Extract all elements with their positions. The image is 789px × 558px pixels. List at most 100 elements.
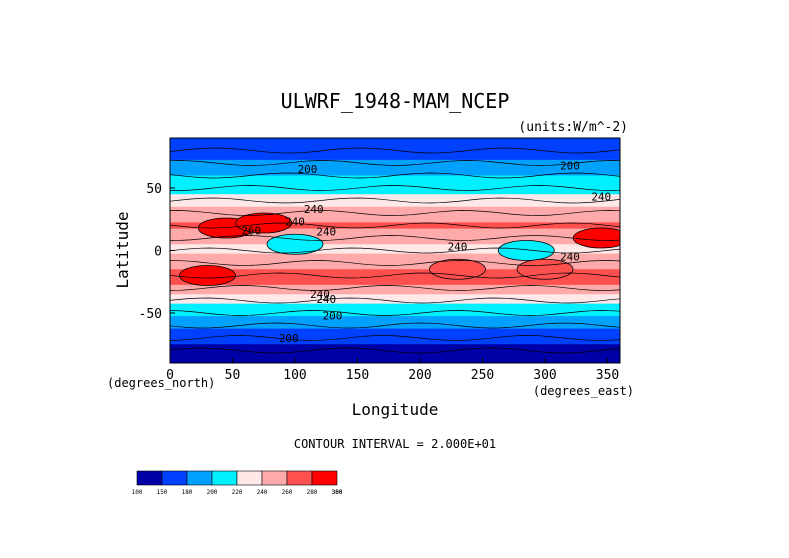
field-band bbox=[170, 269, 620, 273]
field-band bbox=[170, 250, 620, 255]
field-band bbox=[170, 169, 620, 173]
x-tick-label: 350 bbox=[596, 368, 619, 383]
contour-line bbox=[170, 297, 620, 304]
feature-s-pacific bbox=[429, 258, 486, 280]
contour-label: 240 bbox=[304, 203, 324, 216]
colorbar-swatch bbox=[161, 470, 188, 486]
units-label: (units:W/m^-2) bbox=[518, 120, 628, 135]
field-band bbox=[170, 259, 620, 264]
field-band bbox=[170, 353, 620, 358]
colorbar-swatch bbox=[136, 470, 163, 486]
field-band bbox=[170, 300, 620, 305]
field-band bbox=[170, 278, 620, 283]
field-band bbox=[170, 325, 620, 330]
x-tick-label: 200 bbox=[408, 368, 431, 383]
field-band bbox=[170, 334, 620, 339]
field-band bbox=[170, 166, 620, 170]
field-band bbox=[170, 309, 620, 314]
colorbar-swatch bbox=[286, 470, 313, 486]
field-band bbox=[170, 153, 620, 158]
colorbar-label: 300 bbox=[332, 489, 343, 496]
colorbar-label: 100 bbox=[132, 489, 143, 496]
field-band bbox=[170, 206, 620, 211]
y-axis-ticks: -50 0 50 bbox=[139, 182, 175, 322]
x-axis-ticks: 0 50 100 150 200 250 300 350 bbox=[166, 358, 619, 383]
field-band bbox=[170, 194, 620, 198]
x-axis-label: Longitude bbox=[352, 400, 439, 419]
field-band bbox=[170, 263, 620, 267]
colorbar-label: 240 bbox=[257, 489, 268, 496]
contour-label: 200 bbox=[279, 332, 299, 345]
field-band bbox=[170, 241, 620, 245]
field-band bbox=[170, 281, 620, 286]
x-unit-label: (degrees_east) bbox=[533, 384, 634, 398]
field-band bbox=[170, 319, 620, 323]
contour-line bbox=[170, 147, 620, 154]
colorbar-swatch bbox=[211, 470, 238, 486]
field-band bbox=[170, 288, 620, 292]
field-band bbox=[170, 253, 620, 258]
feature-e-atlantic bbox=[572, 227, 620, 249]
field-band bbox=[170, 303, 620, 308]
field-band bbox=[170, 200, 620, 205]
contour-line bbox=[170, 285, 620, 291]
field-band bbox=[170, 344, 620, 348]
field-band bbox=[170, 228, 620, 233]
field-band bbox=[170, 350, 620, 355]
field-band bbox=[170, 316, 620, 320]
field-band bbox=[170, 181, 620, 186]
field-features bbox=[170, 147, 620, 354]
colorbar-label: 260 bbox=[282, 489, 293, 496]
field-band bbox=[170, 234, 620, 239]
field-band bbox=[170, 209, 620, 214]
contour-line bbox=[170, 222, 620, 229]
feature-maritime-continent bbox=[266, 233, 324, 255]
field-band bbox=[170, 331, 620, 336]
contour-label: 240 bbox=[316, 226, 336, 239]
contour-label: 240 bbox=[285, 216, 305, 229]
colorbar-label: 150 bbox=[157, 489, 168, 496]
field-band bbox=[170, 203, 620, 208]
y-axis-label: Latitude bbox=[113, 211, 132, 288]
field-band bbox=[170, 222, 620, 227]
colorbar-swatch bbox=[236, 470, 263, 486]
field-band bbox=[170, 356, 620, 361]
contour-line bbox=[170, 172, 620, 179]
colorbar-swatch bbox=[261, 470, 288, 486]
field-band bbox=[170, 338, 620, 342]
field-band bbox=[170, 328, 620, 333]
x-tick-label: 0 bbox=[166, 368, 174, 383]
field-band bbox=[170, 341, 620, 345]
colorbar-label: 280 bbox=[307, 489, 318, 496]
feature-amazon bbox=[497, 240, 555, 261]
y-tick-label: 50 bbox=[146, 182, 162, 197]
field-band bbox=[170, 175, 620, 180]
contour-line bbox=[170, 185, 620, 191]
field-band bbox=[170, 256, 620, 261]
y-tick-label: -50 bbox=[139, 307, 162, 322]
contour-label: 240 bbox=[310, 288, 330, 301]
field-band bbox=[170, 191, 620, 195]
field-bands bbox=[170, 138, 620, 363]
colorbar-label: 220 bbox=[232, 489, 243, 496]
field-band bbox=[170, 231, 620, 236]
x-tick-label: 100 bbox=[283, 368, 306, 383]
contour-line bbox=[170, 160, 620, 166]
contour-line bbox=[170, 335, 620, 341]
field-band bbox=[170, 266, 620, 270]
field-band bbox=[170, 306, 620, 311]
colorbar-label: 180 bbox=[182, 489, 193, 496]
contour-label: 240 bbox=[316, 293, 336, 306]
x-tick-label: 150 bbox=[346, 368, 369, 383]
field-band bbox=[170, 188, 620, 192]
field-band bbox=[170, 238, 620, 242]
contour-label: 240 bbox=[591, 191, 611, 204]
field-band bbox=[170, 178, 620, 183]
field-band bbox=[170, 347, 620, 352]
field-band bbox=[170, 294, 620, 298]
colorbar-swatch bbox=[186, 470, 213, 486]
field-band bbox=[170, 197, 620, 202]
field-band bbox=[170, 159, 620, 164]
